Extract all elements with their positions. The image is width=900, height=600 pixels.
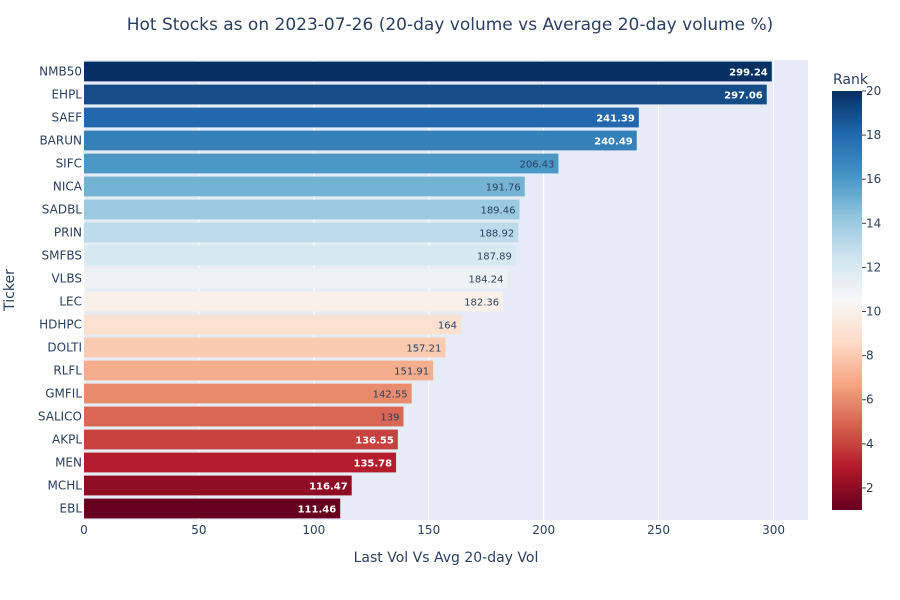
x-tick-label: 0 (80, 523, 88, 537)
bar-salico (84, 406, 404, 427)
colorbar-tick-label: 2 (866, 481, 874, 495)
bar-value-label: 151.91 (394, 367, 429, 378)
colorbar: Rank 2 4 6 8 10 12 14 16 18 20 (832, 72, 881, 510)
bar-akpl (84, 429, 398, 450)
bar-ebl (84, 498, 341, 519)
colorbar-tick-label: 16 (866, 172, 881, 186)
y-tick-label: BARUN (39, 134, 82, 148)
bar-value-label: 164 (438, 321, 457, 332)
y-tick-label: SAEF (51, 111, 82, 125)
y-tick-label: LEC (59, 295, 82, 309)
bar-value-label: 184.24 (468, 275, 503, 286)
bar-value-label: 188.92 (479, 229, 514, 240)
bar-ehpl (84, 84, 767, 105)
bar-value-label: 189.46 (480, 206, 515, 217)
colorbar-tick-label: 4 (866, 437, 874, 451)
x-tick-label: 250 (647, 523, 670, 537)
bar-rlfl (84, 360, 434, 381)
colorbar-tick-label: 20 (866, 84, 881, 98)
y-tick-label: VLBS (51, 272, 82, 286)
y-tick-label: PRIN (54, 226, 82, 240)
y-tick-label: MCHL (48, 479, 83, 493)
bar-value-label: 135.78 (353, 459, 392, 470)
bar-hdhpc (84, 314, 461, 335)
y-axis-title: Ticker (2, 269, 18, 312)
colorbar-tick-label: 14 (866, 216, 881, 230)
colorbar-gradient (832, 91, 862, 510)
bar-value-label: 116.47 (309, 482, 348, 493)
bar-value-label: 241.39 (596, 114, 635, 125)
x-tick-label: 150 (417, 523, 440, 537)
bars (84, 61, 772, 519)
colorbar-tick-label: 10 (866, 305, 881, 319)
bar-value-label: 191.76 (486, 183, 521, 194)
y-tick-label: HDHPC (39, 318, 82, 332)
colorbar-tick-label: 8 (866, 349, 874, 363)
colorbar-tick-label: 12 (866, 260, 881, 274)
bar-value-label: 142.55 (373, 390, 408, 401)
y-tick-labels: NMB50 EHPL SAEF BARUN SIFC NICA SADBL PRIN SMFBS… (38, 65, 83, 516)
colorbar-tick-labels: 2 4 6 8 10 12 14 16 18 20 (862, 84, 881, 495)
bar-barun (84, 130, 637, 151)
bar-value-label: 297.06 (724, 91, 763, 102)
y-tick-label: EBL (60, 502, 83, 516)
bar-vlbs (84, 268, 508, 289)
bar-value-label: 187.89 (477, 252, 512, 263)
bar-value-label: 157.21 (406, 344, 441, 355)
bar-sifc (84, 153, 559, 174)
bar-value-label: 240.49 (594, 137, 633, 148)
colorbar-tick-label: 6 (866, 393, 874, 407)
y-tick-label: SALICO (38, 410, 82, 424)
colorbar-title: Rank (833, 72, 869, 88)
bar-value-label: 111.46 (298, 505, 337, 516)
y-tick-label: DOLTI (47, 341, 82, 355)
y-tick-label: SADBL (42, 203, 83, 217)
bar-saef (84, 107, 639, 128)
y-tick-label: MEN (55, 456, 82, 470)
bar-value-label: 182.36 (464, 298, 499, 309)
bar-mchl (84, 475, 352, 496)
y-tick-label: NICA (53, 180, 83, 194)
y-tick-label: NMB50 (39, 65, 82, 79)
x-axis-title: Last Vol Vs Avg 20-day Vol (354, 550, 539, 566)
bar-value-label: 299.24 (729, 68, 768, 79)
bar-nica (84, 176, 525, 197)
bar-value-label: 206.43 (519, 160, 554, 171)
bar-lec (84, 291, 504, 312)
colorbar-tick-label: 18 (866, 128, 881, 142)
y-tick-label: AKPL (52, 433, 82, 447)
x-tick-label: 200 (532, 523, 555, 537)
x-tick-label: 50 (191, 523, 206, 537)
x-tick-label: 300 (762, 523, 785, 537)
bar-prin (84, 222, 519, 243)
y-tick-label: GMFIL (45, 387, 82, 401)
bar-value-labels: 299.24 297.06 241.39 240.49 206.43 191.76 189.… (298, 68, 768, 516)
x-tick-labels: 0 50 100 150 200 250 300 (80, 523, 785, 537)
y-tick-label: SMFBS (41, 249, 82, 263)
bar-gmfil (84, 383, 412, 404)
bar-smfbs (84, 245, 516, 266)
x-tick-label: 100 (302, 523, 325, 537)
bar-dolti (84, 337, 446, 358)
plot-area (84, 60, 808, 520)
bar-value-label: 139 (380, 413, 399, 424)
chart-title: Hot Stocks as on 2023-07-26 (20-day volu… (127, 15, 774, 35)
y-tick-label: EHPL (51, 88, 82, 102)
bar-sadbl (84, 199, 520, 220)
bar-nmb50 (84, 61, 772, 82)
bar-men (84, 452, 397, 473)
y-tick-label: SIFC (56, 157, 82, 171)
bar-value-label: 136.55 (355, 436, 394, 447)
y-tick-label: RLFL (53, 364, 82, 378)
